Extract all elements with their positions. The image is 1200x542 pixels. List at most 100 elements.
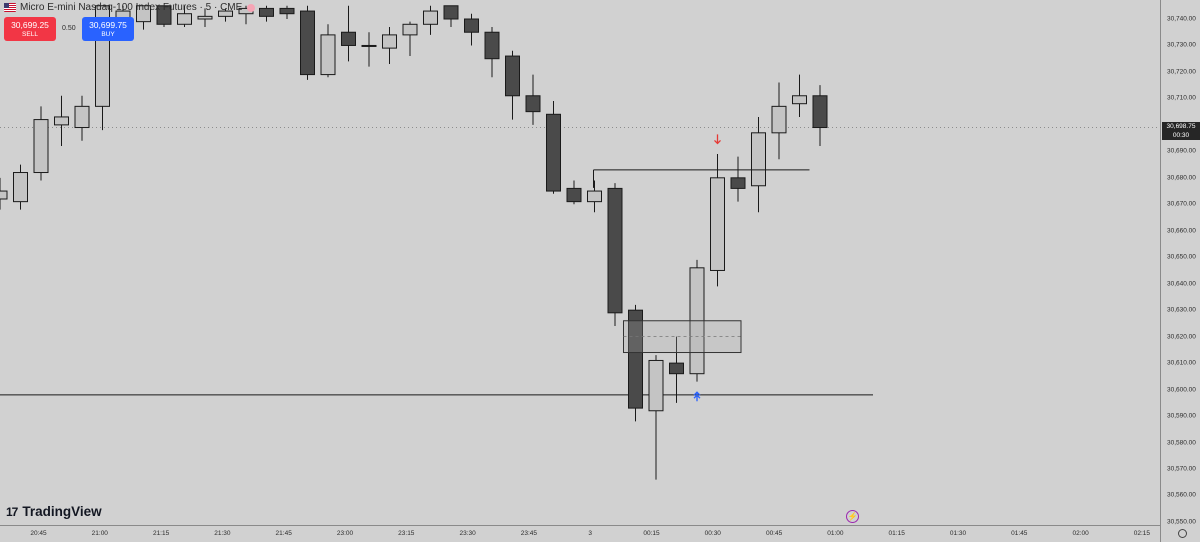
tradingview-logo-text: TradingView: [22, 504, 102, 519]
price-tick-label: 30,590.00: [1167, 412, 1196, 420]
candle-bull: [792, 95, 807, 105]
sell-label: SELL: [22, 31, 38, 38]
price-tick-label: 30,570.00: [1167, 465, 1196, 473]
time-tick-label: 02:00: [1072, 530, 1089, 537]
candle-bull: [648, 359, 664, 412]
time-tick-label: 00:45: [765, 530, 783, 537]
time-tick-label: 01:45: [1011, 530, 1028, 537]
candle-bull: [0, 190, 8, 200]
price-tick-label: 30,680.00: [1167, 174, 1196, 182]
candle-bull: [751, 132, 766, 187]
time-tick-label: 02:15: [1133, 530, 1151, 537]
time-tick-label: 23:30: [459, 530, 476, 537]
price-tick-label: 30,720.00: [1167, 68, 1196, 76]
symbol-title[interactable]: Micro E-mini Nasdaq-100 Index Futures · …: [20, 2, 243, 13]
us-flag-icon: [4, 3, 16, 12]
candle-bull: [197, 15, 213, 20]
price-axis[interactable]: 30,740.0030,730.0030,720.0030,710.0030,7…: [1160, 0, 1200, 542]
last-price-value: 30,698.75: [1166, 123, 1196, 130]
candle-bear: [607, 187, 623, 314]
candle-bear: [525, 95, 541, 113]
candle-bull: [710, 177, 725, 271]
candle-bull: [382, 34, 397, 49]
time-tick-label: 21:30: [214, 530, 231, 537]
candle-bull: [771, 105, 787, 134]
time-tick-label: 01:15: [888, 530, 905, 537]
candle-bull: [13, 172, 28, 203]
price-tick-label: 30,740.00: [1167, 15, 1196, 23]
signal-arrow-up-icon: [693, 391, 701, 402]
last-price-label: 30,698.75 00:30: [1162, 122, 1200, 140]
sell-price: 30,699.25: [11, 20, 49, 30]
tradingview-logo-icon: 17: [6, 504, 18, 519]
buy-price: 30,699.75: [89, 20, 127, 30]
price-tick-label: 30,670.00: [1167, 200, 1196, 208]
candle-bull: [54, 116, 69, 126]
tradingview-logo[interactable]: 17 TradingView: [6, 504, 102, 519]
order-block-zone: [623, 320, 742, 354]
candle-bull: [320, 34, 336, 76]
time-tick-label: 20:45: [30, 530, 47, 537]
bar-countdown: 00:30: [1172, 132, 1190, 139]
time-tick-label: 23:45: [520, 530, 538, 537]
candle-bear: [464, 18, 479, 33]
signal-arrow-down-icon: [714, 134, 721, 145]
price-tick-label: 30,560.00: [1167, 491, 1196, 499]
price-tick-label: 30,730.00: [1167, 41, 1196, 49]
price-tick-label: 30,550.00: [1167, 518, 1196, 526]
candle-bull: [218, 10, 233, 17]
price-tick-label: 30,620.00: [1167, 333, 1196, 341]
candle-bear: [812, 95, 828, 129]
candle-bull: [402, 23, 418, 36]
price-chart[interactable]: [0, 0, 1160, 525]
time-tick-label: 21:45: [275, 530, 292, 537]
price-tick-label: 30,580.00: [1167, 439, 1196, 447]
spread-value: 0.50: [62, 25, 76, 32]
price-tick-label: 30,690.00: [1167, 147, 1196, 155]
price-tick-label: 30,710.00: [1167, 94, 1196, 102]
market-status-icon[interactable]: [247, 3, 256, 12]
candle-bear: [156, 5, 172, 25]
candle-bull: [423, 10, 438, 25]
time-tick-label: 00:15: [643, 530, 660, 537]
candle-bear: [443, 5, 459, 20]
candle-bull: [74, 105, 90, 129]
time-tick-label: 01:30: [949, 530, 967, 537]
candle-bear: [484, 31, 500, 60]
price-tick-label: 30,640.00: [1167, 280, 1196, 288]
candle-bear: [546, 113, 561, 192]
candle-bull: [136, 5, 151, 23]
time-tick-label: 3: [588, 530, 592, 537]
price-tick-label: 30,610.00: [1167, 359, 1196, 367]
time-axis[interactable]: 20:45 21:00 21:15 21:30 21:45 23:00 23:15 23:30…: [0, 525, 1160, 542]
candle-bear: [259, 7, 274, 17]
price-tick-label: 30,650.00: [1167, 253, 1196, 261]
price-tick-label: 30,660.00: [1167, 227, 1196, 235]
price-tick-label: 30,600.00: [1167, 386, 1196, 394]
candle-bear: [279, 7, 295, 15]
candle-bull: [33, 119, 49, 174]
time-tick-label: 21:15: [152, 530, 170, 537]
candle-bull: [177, 13, 192, 25]
candle-bear: [730, 177, 746, 189]
candle-bear: [628, 309, 643, 409]
candle-bull: [361, 44, 377, 47]
time-tick-label: 21:00: [91, 530, 108, 537]
lightning-icon[interactable]: ⚡: [846, 510, 859, 523]
candle-bear: [300, 10, 315, 76]
time-tick-label: 23:15: [398, 530, 415, 537]
buy-button[interactable]: 30,699.75 BUY: [82, 17, 134, 41]
chart-header: Micro E-mini Nasdaq-100 Index Futures · …: [4, 2, 256, 13]
sell-button[interactable]: 30,699.25 SELL: [4, 17, 56, 41]
candle-bear: [566, 187, 582, 203]
price-tick-label: 30,630.00: [1167, 306, 1196, 314]
candle-bear: [341, 31, 356, 46]
time-tick-label: 01:00: [827, 530, 844, 537]
time-tick-label: 00:30: [704, 530, 721, 537]
settings-gear-icon[interactable]: [1178, 529, 1187, 538]
buy-label: BUY: [101, 31, 115, 38]
candle-bear: [669, 362, 684, 375]
candle-bull: [587, 190, 602, 203]
time-tick-label: 23:00: [336, 530, 354, 537]
candle-bear: [505, 55, 520, 97]
